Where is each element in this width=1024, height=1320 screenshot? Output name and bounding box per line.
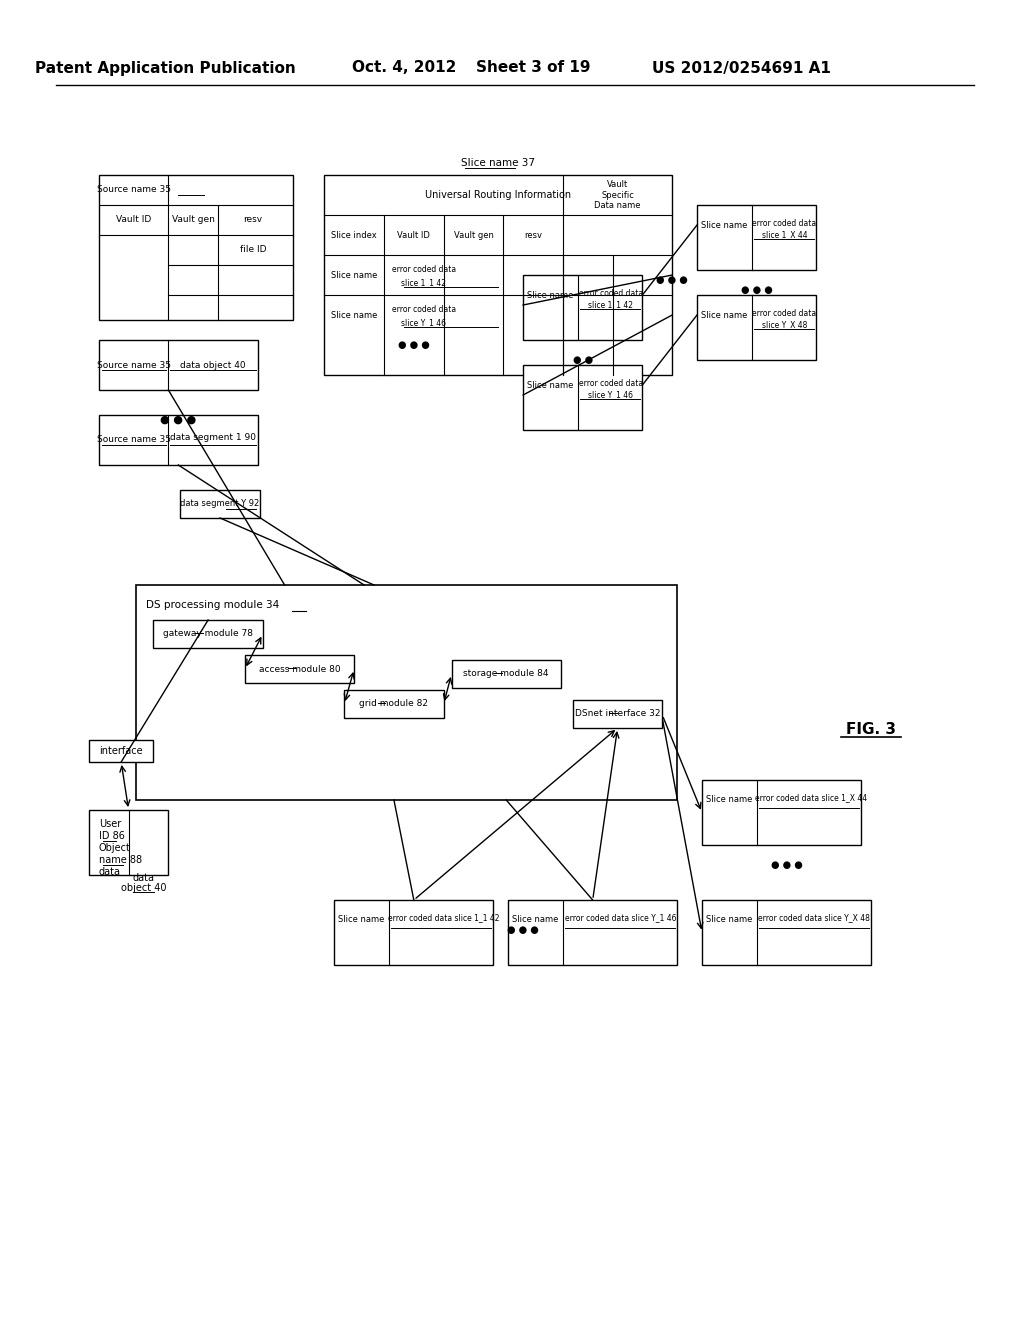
Text: error coded data: error coded data	[392, 265, 456, 275]
Text: Vault gen: Vault gen	[172, 215, 215, 224]
Text: gateway module 78: gateway module 78	[163, 630, 253, 639]
Text: ● ● ●: ● ● ●	[160, 414, 197, 425]
Text: error coded data slice Y_1 46: error coded data slice Y_1 46	[565, 913, 676, 923]
Text: access module 80: access module 80	[259, 664, 340, 673]
Text: error coded data: error coded data	[579, 289, 643, 297]
FancyBboxPatch shape	[523, 366, 642, 430]
Text: FIG. 3: FIG. 3	[846, 722, 896, 738]
Text: data: data	[98, 867, 121, 876]
Text: Slice name: Slice name	[700, 310, 748, 319]
Text: Object: Object	[98, 843, 131, 853]
FancyBboxPatch shape	[702, 900, 871, 965]
Text: ● ●: ● ●	[572, 355, 593, 366]
Text: Slice name 37: Slice name 37	[461, 158, 536, 168]
Text: error coded data: error coded data	[579, 379, 643, 388]
Text: ● ● ●: ● ● ●	[656, 275, 688, 285]
Text: Sheet 3 of 19: Sheet 3 of 19	[476, 61, 590, 75]
Text: Vault ID: Vault ID	[116, 215, 152, 224]
FancyBboxPatch shape	[334, 900, 494, 965]
Text: error coded data: error coded data	[753, 219, 816, 227]
Text: DSnet interface 32: DSnet interface 32	[574, 710, 660, 718]
Text: slice Y_1 46: slice Y_1 46	[401, 318, 446, 327]
Text: error coded data: error coded data	[392, 305, 456, 314]
Text: Slice name: Slice name	[700, 220, 748, 230]
Text: slice Y_X 48: slice Y_X 48	[762, 321, 807, 330]
FancyBboxPatch shape	[697, 205, 816, 271]
Text: grid module 82: grid module 82	[359, 700, 428, 709]
Text: data: data	[132, 873, 155, 883]
Text: error coded data slice 1_1 42: error coded data slice 1_1 42	[388, 913, 500, 923]
FancyBboxPatch shape	[697, 294, 816, 360]
Text: DS processing module 34: DS processing module 34	[145, 601, 279, 610]
Text: ● ● ●: ● ● ●	[507, 925, 539, 935]
Text: User: User	[98, 818, 121, 829]
Text: slice 1_X 44: slice 1_X 44	[762, 231, 807, 239]
FancyBboxPatch shape	[523, 275, 642, 341]
FancyBboxPatch shape	[452, 660, 561, 688]
Text: Slice name: Slice name	[526, 380, 573, 389]
Text: resv: resv	[524, 231, 542, 239]
Text: Slice name: Slice name	[706, 796, 752, 804]
Text: Slice name: Slice name	[526, 290, 573, 300]
FancyBboxPatch shape	[245, 655, 354, 682]
Text: interface: interface	[99, 746, 143, 756]
Text: Source name 35: Source name 35	[96, 360, 171, 370]
Text: Oct. 4, 2012: Oct. 4, 2012	[351, 61, 456, 75]
Text: Slice name: Slice name	[331, 310, 378, 319]
FancyBboxPatch shape	[572, 700, 663, 729]
Text: Vault gen: Vault gen	[454, 231, 494, 239]
Text: Slice index: Slice index	[332, 231, 377, 239]
Text: storage module 84: storage module 84	[464, 669, 549, 678]
Text: Patent Application Publication: Patent Application Publication	[35, 61, 296, 75]
Text: Slice name: Slice name	[338, 916, 384, 924]
FancyBboxPatch shape	[702, 780, 861, 845]
Text: object 40: object 40	[121, 883, 166, 894]
Text: error coded data: error coded data	[753, 309, 816, 318]
Text: Source name 35: Source name 35	[96, 186, 171, 194]
Text: Source name 35: Source name 35	[96, 436, 171, 445]
Text: Slice name: Slice name	[512, 916, 558, 924]
Text: slice Y_1 46: slice Y_1 46	[588, 391, 633, 400]
FancyBboxPatch shape	[344, 690, 443, 718]
Text: error coded data slice 1_X 44: error coded data slice 1_X 44	[756, 793, 867, 803]
FancyBboxPatch shape	[325, 176, 672, 375]
Text: Slice name: Slice name	[331, 271, 378, 280]
Text: slice 1_1 42: slice 1_1 42	[588, 301, 633, 309]
Text: data segment 1 90: data segment 1 90	[170, 433, 256, 441]
Text: data object 40: data object 40	[180, 360, 246, 370]
FancyBboxPatch shape	[98, 341, 258, 389]
Text: file ID: file ID	[240, 246, 266, 255]
FancyBboxPatch shape	[508, 900, 677, 965]
Text: US 2012/0254691 A1: US 2012/0254691 A1	[652, 61, 831, 75]
Text: Vault
Specific
Data name: Vault Specific Data name	[594, 180, 641, 210]
Text: ● ● ●: ● ● ●	[398, 341, 430, 350]
Text: ID 86: ID 86	[98, 832, 125, 841]
Text: resv: resv	[244, 215, 262, 224]
FancyBboxPatch shape	[98, 414, 258, 465]
Text: data segment Y 92: data segment Y 92	[180, 499, 260, 508]
Text: Vault ID: Vault ID	[397, 231, 430, 239]
Text: name 88: name 88	[98, 855, 142, 865]
FancyBboxPatch shape	[98, 176, 293, 319]
FancyBboxPatch shape	[89, 741, 154, 762]
Text: slice 1_1 42: slice 1_1 42	[401, 279, 446, 288]
FancyBboxPatch shape	[180, 490, 260, 517]
Text: Universal Routing Information: Universal Routing Information	[425, 190, 571, 201]
FancyBboxPatch shape	[135, 585, 677, 800]
FancyBboxPatch shape	[89, 810, 168, 875]
Text: error coded data slice Y_X 48: error coded data slice Y_X 48	[759, 913, 870, 923]
Text: Slice name: Slice name	[706, 916, 752, 924]
FancyBboxPatch shape	[154, 620, 263, 648]
Text: ● ● ●: ● ● ●	[740, 285, 772, 294]
Text: ● ● ●: ● ● ●	[771, 861, 803, 870]
